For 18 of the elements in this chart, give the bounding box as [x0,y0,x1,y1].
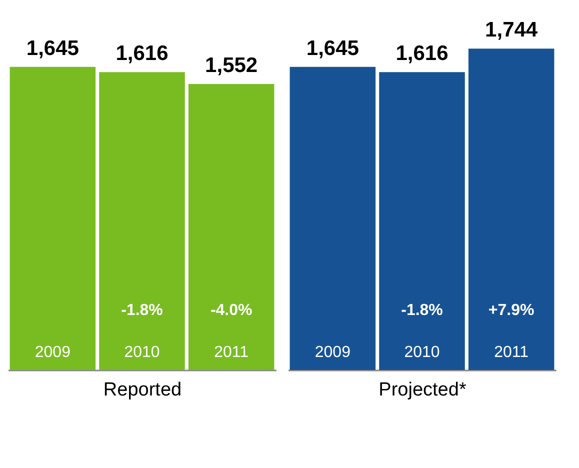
x-tick-label: 2011 [214,344,249,361]
x-tick-label: 2009 [314,344,351,361]
annotation: -1.8% [401,302,443,319]
annotation: +7.9% [488,302,534,319]
data-label: 1,645 [26,36,80,60]
x-tick-label: 2009 [34,344,71,361]
x-tick-label: 2010 [404,344,440,361]
data-label: 1,616 [396,42,448,66]
data-label: 1,552 [205,54,258,77]
data-label: 1,616 [116,42,168,66]
x-axis-title: Projected* [378,380,467,400]
x-tick-label: 2010 [124,344,160,361]
annotation: -1.8% [121,302,163,319]
x-axis-title: Reported [103,380,182,400]
annotation: -4.0% [210,302,252,319]
x-tick-label: 2011 [494,344,529,361]
data-label: 1,645 [306,36,360,60]
data-label: 1,744 [485,18,538,42]
